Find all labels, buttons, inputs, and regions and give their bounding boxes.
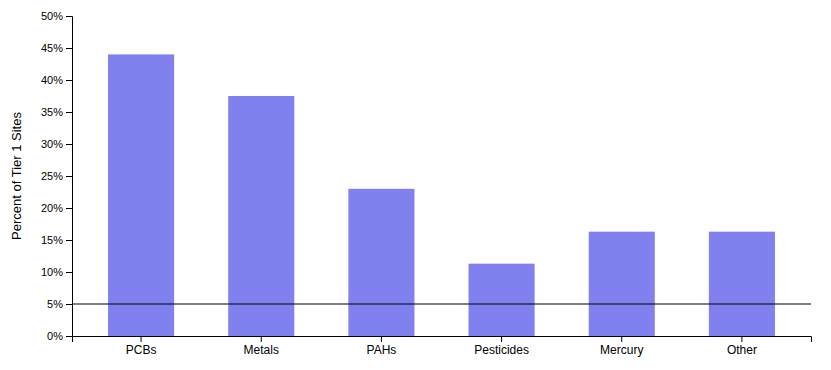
y-tick: 40% — [41, 74, 72, 86]
y-tick-label: 50% — [41, 10, 63, 22]
y-tick-label: 25% — [41, 170, 63, 182]
bars — [72, 54, 811, 336]
y-tick-mark — [66, 144, 72, 145]
x-tick-mark — [501, 336, 502, 342]
y-axis-line — [66, 17, 73, 337]
y-tick-label: 15% — [41, 234, 63, 246]
y-tick-mark — [66, 208, 72, 209]
x-tick-label: PAHs — [367, 343, 397, 357]
x-tick: Metals — [244, 336, 279, 357]
bar — [709, 232, 775, 336]
y-tick-label: 20% — [41, 202, 63, 214]
x-tick: Mercury — [600, 336, 643, 357]
bar — [348, 189, 414, 336]
bar — [469, 264, 535, 336]
x-tick-mark — [141, 336, 142, 342]
x-tick: PCBs — [126, 336, 157, 357]
reference-line — [72, 304, 811, 305]
x-tick-mark — [381, 336, 382, 342]
bar — [589, 232, 655, 336]
y-tick: 45% — [41, 42, 72, 54]
x-tick-label: Pesticides — [474, 343, 529, 357]
y-tick-mark — [66, 112, 72, 113]
x-tick-label: PCBs — [126, 343, 157, 357]
y-tick-label: 5% — [47, 298, 63, 310]
y-tick-mark — [66, 240, 72, 241]
x-axis-line — [73, 337, 812, 343]
y-tick: 20% — [41, 202, 72, 214]
y-tick-label: 10% — [41, 266, 63, 278]
y-tick-mark — [66, 176, 72, 177]
x-tick-mark — [621, 336, 622, 342]
y-tick-mark — [66, 16, 72, 17]
y-tick: 30% — [41, 138, 72, 150]
x-axis: PCBs Metals PAHs Pesticides Mercury Other — [73, 336, 812, 357]
x-tick: PAHs — [367, 336, 397, 357]
x-tick-label: Mercury — [600, 343, 643, 357]
y-tick-mark — [66, 304, 72, 305]
y-tick-mark — [66, 48, 72, 49]
y-tick: 50% — [41, 10, 72, 22]
y-tick: 35% — [41, 106, 72, 118]
chart-container: PCBs Metals PAHs Pesticides Mercury Other 0% 5%… — [0, 0, 831, 370]
y-tick: 5% — [47, 298, 72, 310]
plot: PCBs Metals PAHs Pesticides Mercury Other 0% 5%… — [41, 10, 812, 357]
y-tick: 25% — [41, 170, 72, 182]
y-tick-label: 45% — [41, 42, 63, 54]
x-tick-label: Metals — [244, 343, 279, 357]
y-tick-label: 0% — [47, 330, 63, 342]
y-axis: 0% 5% 10% 15% 20% 25% 30% 35% 40% 45% 50% — [41, 10, 73, 342]
y-tick-label: 30% — [41, 138, 63, 150]
y-tick-label: 35% — [41, 106, 63, 118]
bar — [228, 96, 294, 336]
y-tick-mark — [66, 336, 72, 337]
x-tick-mark — [261, 336, 262, 342]
y-tick-mark — [66, 80, 72, 81]
x-tick: Pesticides — [474, 336, 529, 357]
bar — [108, 54, 174, 336]
y-tick: 10% — [41, 266, 72, 278]
y-tick-label: 40% — [41, 74, 63, 86]
x-tick: Other — [727, 336, 757, 357]
x-tick-label: Other — [727, 343, 757, 357]
x-tick-mark — [741, 336, 742, 342]
y-tick: 0% — [47, 330, 72, 342]
y-tick: 15% — [41, 234, 72, 246]
y-axis-title: Percent of Tier 1 Sites — [9, 112, 24, 240]
y-tick-mark — [66, 272, 72, 273]
chart-svg: PCBs Metals PAHs Pesticides Mercury Other 0% 5%… — [0, 0, 831, 370]
